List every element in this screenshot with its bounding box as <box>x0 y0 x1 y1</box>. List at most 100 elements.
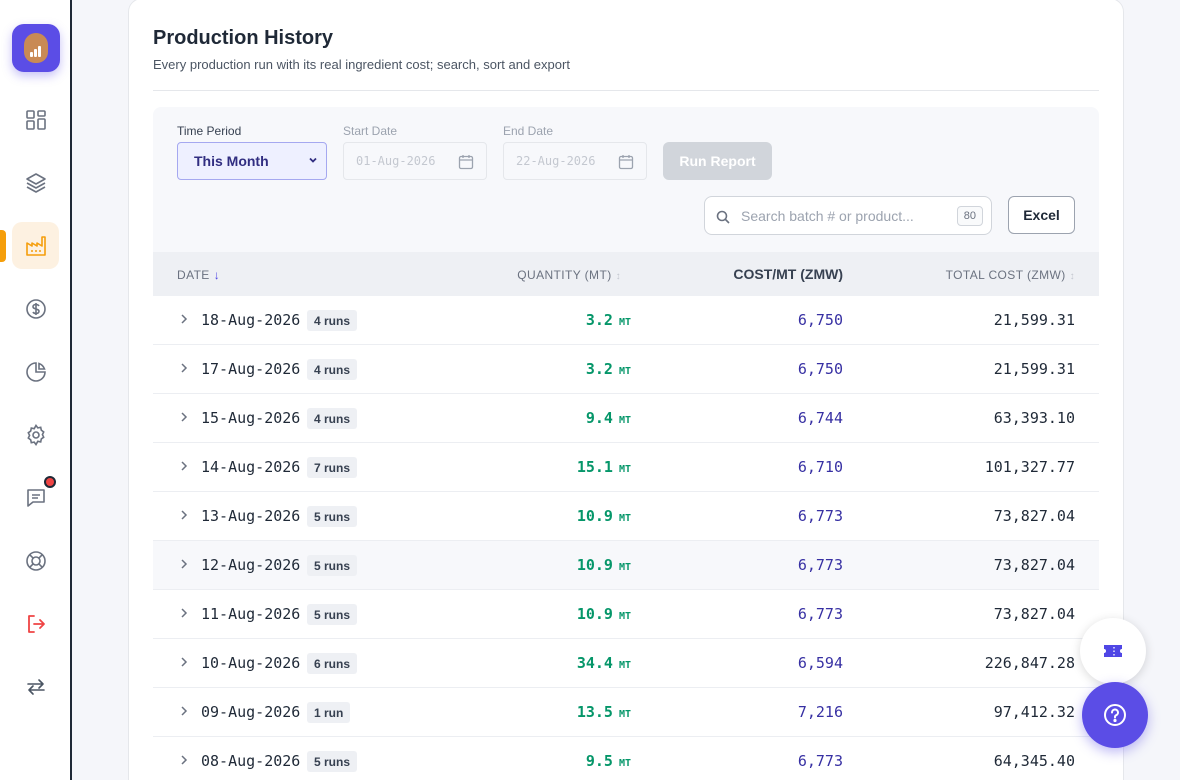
unit-label: MT <box>618 562 631 573</box>
column-header-total-cost[interactable]: TOTAL COST (ZMW) ↕ <box>945 268 1075 282</box>
row-date: 08-Aug-2026 <box>201 752 301 770</box>
unit-label: MT <box>618 611 631 622</box>
sidebar-item-dashboard[interactable] <box>12 96 59 143</box>
sidebar-item-logout[interactable] <box>12 600 59 647</box>
chevron-right-icon[interactable] <box>179 656 189 668</box>
row-cost-per-mt: 6,773 <box>797 605 843 623</box>
sidebar-item-finance[interactable] <box>12 285 59 332</box>
pie-chart-icon <box>25 361 46 382</box>
table-body: 18-Aug-2026 4 runs 3.2 MT 6,750 21,599.31 17-A… <box>153 296 1099 780</box>
chevron-right-icon[interactable] <box>179 705 189 717</box>
row-total-cost: 63,393.10 <box>993 409 1075 427</box>
time-period-label: Time Period <box>177 124 242 138</box>
sort-icon: ↕ <box>1069 271 1075 282</box>
row-date: 14-Aug-2026 <box>201 458 301 476</box>
app-logo[interactable] <box>12 24 60 72</box>
ticket-icon <box>1104 645 1122 657</box>
lifebuoy-icon <box>25 550 46 571</box>
table-row[interactable]: 18-Aug-2026 4 runs 3.2 MT 6,750 21,599.31 <box>153 296 1099 345</box>
column-header-date[interactable]: DATE ↓ <box>177 268 221 282</box>
time-period-select[interactable]: This Month <box>177 142 327 180</box>
row-cost-per-mt: 6,750 <box>797 311 843 329</box>
end-date-value: 22-Aug-2026 <box>516 154 596 168</box>
chevron-right-icon[interactable] <box>179 313 189 325</box>
sidebar-item-reports[interactable] <box>12 348 59 395</box>
runs-badge: 7 runs <box>307 457 358 478</box>
row-total-cost: 73,827.04 <box>993 605 1075 623</box>
sidebar <box>0 0 72 780</box>
excel-export-button[interactable]: Excel <box>1008 196 1075 234</box>
row-total-cost: 21,599.31 <box>993 311 1075 329</box>
start-date-input[interactable]: 01-Aug-2026 <box>343 142 487 180</box>
divider <box>153 90 1099 91</box>
filter-panel: Time Period Start Date End Date This Mon… <box>153 107 1099 252</box>
active-nav-marker <box>0 230 6 262</box>
row-total-cost: 97,412.32 <box>993 703 1075 721</box>
table-row[interactable]: 09-Aug-2026 1 run 13.5 MT 7,216 97,412.32 <box>153 688 1099 737</box>
chevron-right-icon[interactable] <box>179 509 189 521</box>
chevron-down-icon <box>309 157 317 163</box>
row-quantity: 3.2 MT <box>585 311 631 329</box>
page-subtitle: Every production run with its real ingre… <box>153 57 570 72</box>
search-input[interactable]: Search batch # or product... 80 <box>704 196 992 235</box>
end-date-input[interactable]: 22-Aug-2026 <box>503 142 647 180</box>
unit-label: MT <box>618 513 631 524</box>
table-row[interactable]: 12-Aug-2026 5 runs 10.9 MT 6,773 73,827.04 <box>153 541 1099 590</box>
column-header-quantity[interactable]: QUANTITY (MT) ↕ <box>517 268 621 282</box>
table-row[interactable]: 08-Aug-2026 5 runs 9.5 MT 6,773 64,345.40 <box>153 737 1099 780</box>
row-cost-per-mt: 6,773 <box>797 556 843 574</box>
chevron-right-icon[interactable] <box>179 362 189 374</box>
row-date: 09-Aug-2026 <box>201 703 301 721</box>
sidebar-item-settings[interactable] <box>12 411 59 458</box>
help-button[interactable] <box>1082 682 1148 748</box>
row-total-cost: 21,599.31 <box>993 360 1075 378</box>
runs-badge: 4 runs <box>307 310 358 331</box>
table-header: DATE ↓ QUANTITY (MT) ↕ COST/MT (ZMW) TOTAL… <box>153 252 1099 296</box>
table-row[interactable]: 14-Aug-2026 7 runs 15.1 MT 6,710 101,327.77 <box>153 443 1099 492</box>
table-row[interactable]: 15-Aug-2026 4 runs 9.4 MT 6,744 63,393.10 <box>153 394 1099 443</box>
sidebar-item-switch[interactable] <box>12 663 59 710</box>
time-period-value: This Month <box>194 153 269 169</box>
table-row[interactable]: 11-Aug-2026 5 runs 10.9 MT 6,773 73,827.04 <box>153 590 1099 639</box>
runs-badge: 1 run <box>307 702 351 723</box>
chevron-right-icon[interactable] <box>179 411 189 423</box>
factory-icon <box>25 235 46 256</box>
chevron-right-icon[interactable] <box>179 558 189 570</box>
start-date-label: Start Date <box>343 124 398 138</box>
run-report-button[interactable]: Run Report <box>663 142 772 180</box>
row-cost-per-mt: 6,594 <box>797 654 843 672</box>
sidebar-item-inventory[interactable] <box>12 159 59 206</box>
result-count-badge: 80 <box>956 206 983 226</box>
row-total-cost: 101,327.77 <box>984 458 1075 476</box>
column-header-cost-per-mt[interactable]: COST/MT (ZMW) <box>733 266 843 282</box>
row-quantity: 13.5 MT <box>576 703 631 721</box>
search-placeholder: Search batch # or product... <box>741 208 914 224</box>
table-row[interactable]: 17-Aug-2026 4 runs 3.2 MT 6,750 21,599.31 <box>153 345 1099 394</box>
row-date: 13-Aug-2026 <box>201 507 301 525</box>
chevron-right-icon[interactable] <box>179 460 189 472</box>
runs-badge: 5 runs <box>307 555 358 576</box>
page-title: Production History <box>153 27 334 49</box>
sidebar-item-messages[interactable] <box>12 474 59 521</box>
chevron-right-icon[interactable] <box>179 607 189 619</box>
search-icon <box>716 210 730 224</box>
ticket-button[interactable] <box>1080 618 1146 684</box>
sidebar-item-production[interactable] <box>12 222 59 269</box>
gear-icon <box>26 423 45 446</box>
row-cost-per-mt: 6,744 <box>797 409 843 427</box>
production-history-card: Production History Every production run … <box>128 0 1124 780</box>
sidebar-item-support[interactable] <box>12 537 59 584</box>
row-total-cost: 64,345.40 <box>993 752 1075 770</box>
unit-label: MT <box>618 758 631 769</box>
table-row[interactable]: 10-Aug-2026 6 runs 34.4 MT 6,594 226,847.28 <box>153 639 1099 688</box>
row-cost-per-mt: 6,750 <box>797 360 843 378</box>
row-quantity: 34.4 MT <box>576 654 631 672</box>
row-quantity: 10.9 MT <box>576 507 631 525</box>
unit-label: MT <box>618 415 631 426</box>
row-quantity: 15.1 MT <box>576 458 631 476</box>
row-date: 17-Aug-2026 <box>201 360 301 378</box>
row-quantity: 9.4 MT <box>585 409 631 427</box>
table-row[interactable]: 13-Aug-2026 5 runs 10.9 MT 6,773 73,827.04 <box>153 492 1099 541</box>
chevron-right-icon[interactable] <box>179 754 189 766</box>
row-total-cost: 73,827.04 <box>993 507 1075 525</box>
